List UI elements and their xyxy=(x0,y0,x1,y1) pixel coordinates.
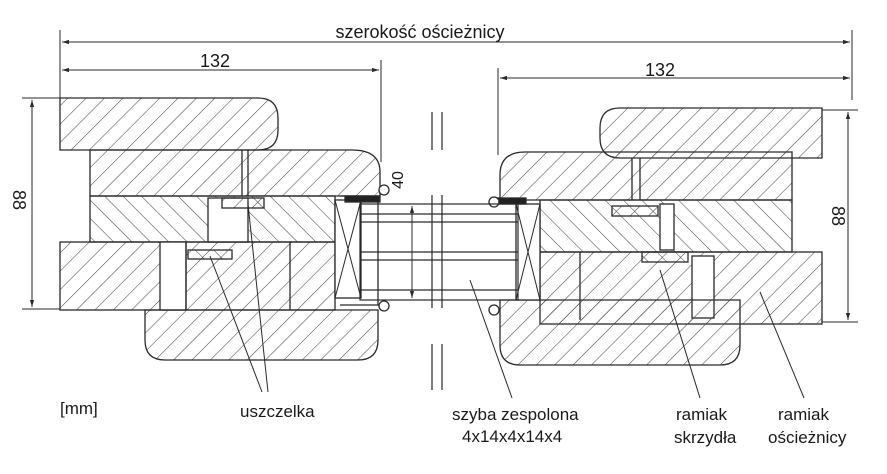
glass-unit xyxy=(359,112,519,390)
sash-label-line1: ramiak xyxy=(676,405,728,424)
glass-label-line1: szyba zespolona xyxy=(452,405,579,424)
frame-label-line1: ramiak xyxy=(778,405,830,424)
overall-width-label: szerokość ościeżnicy xyxy=(335,22,504,42)
right-height-dimension xyxy=(822,109,858,323)
left-seal-lower xyxy=(187,249,233,260)
left-seal-upper xyxy=(221,197,265,209)
right-profile xyxy=(488,107,823,366)
left-width-value: 132 xyxy=(200,51,230,71)
right-frame-top-block xyxy=(599,107,823,159)
left-width-dimension xyxy=(62,60,382,162)
overall-width-dimension xyxy=(59,30,853,100)
leader-lines xyxy=(209,203,805,399)
right-seal-upper xyxy=(611,205,659,217)
left-sash-upper-block xyxy=(89,149,381,197)
glass-thickness-value: 40 xyxy=(390,171,407,189)
left-bottom-slot xyxy=(159,241,187,311)
left-height-value: 88 xyxy=(9,190,29,210)
right-sash-upper-block xyxy=(499,151,793,201)
right-width-dimension xyxy=(497,68,850,155)
left-profile xyxy=(59,97,390,361)
sash-label-line2: skrzydła xyxy=(674,428,737,447)
right-height-value: 88 xyxy=(828,206,848,226)
right-seal-lower xyxy=(641,251,689,263)
frame-label-line2: ościeżnicy xyxy=(768,428,847,447)
right-width-value: 132 xyxy=(645,60,675,80)
right-sash-bottom-bead xyxy=(499,299,741,366)
glass-label-line2: 4x14x4x14x4 xyxy=(462,427,562,446)
left-frame-top-block xyxy=(59,97,279,151)
left-height-dimension xyxy=(22,97,60,310)
seal-label: uszczelka xyxy=(240,402,315,421)
right-sash-rebate xyxy=(659,203,675,251)
unit-label: [mm] xyxy=(60,399,98,418)
